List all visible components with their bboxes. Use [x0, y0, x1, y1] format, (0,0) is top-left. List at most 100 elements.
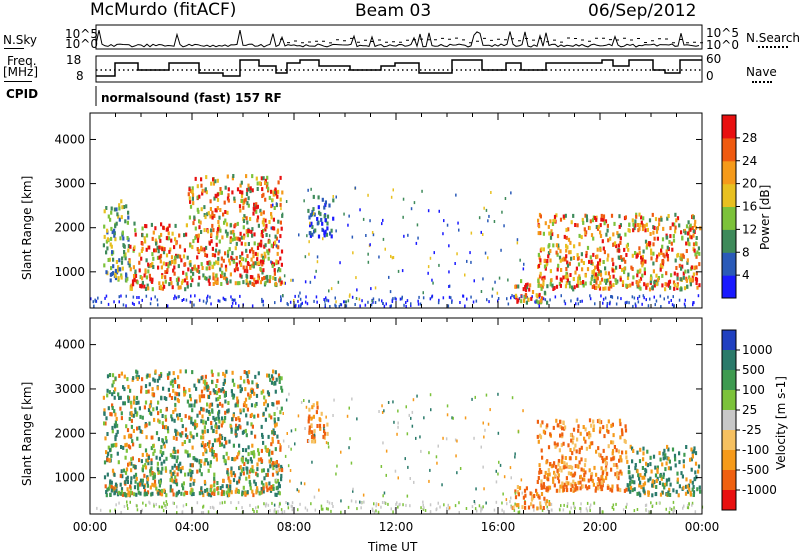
data-cell — [242, 219, 246, 223]
y-tick-label: 4000 — [54, 132, 85, 146]
colorbar-tick-label: 4 — [742, 268, 750, 282]
data-cell — [204, 379, 207, 384]
data-cell — [159, 409, 162, 414]
data-cell — [566, 245, 569, 250]
data-cell — [429, 510, 432, 514]
data-cell — [605, 424, 609, 429]
data-cell — [134, 228, 137, 233]
data-cell — [283, 274, 286, 278]
data-cell — [257, 457, 260, 462]
data-cell — [458, 511, 460, 514]
data-cell — [246, 460, 249, 465]
data-cell — [571, 285, 574, 290]
velocity-ylabel: Slant Range [km] — [20, 381, 34, 486]
nsearch-trace — [280, 37, 703, 44]
data-cell — [222, 296, 225, 300]
data-cell — [625, 244, 628, 249]
data-cell — [208, 412, 211, 416]
data-cell — [106, 393, 109, 398]
data-cell — [423, 506, 425, 510]
data-cell — [282, 412, 284, 415]
data-cell — [92, 300, 94, 304]
data-cell — [520, 299, 523, 304]
data-cell — [217, 491, 220, 496]
data-cell — [262, 176, 265, 181]
data-cell — [201, 414, 204, 419]
data-cell — [542, 278, 545, 283]
data-cell — [606, 257, 609, 262]
data-cell — [589, 506, 591, 510]
data-cell — [292, 278, 294, 282]
data-cell — [230, 501, 232, 505]
data-cell — [632, 275, 635, 280]
data-cell — [188, 215, 191, 220]
data-cell — [130, 283, 133, 288]
data-cell — [156, 386, 159, 391]
data-cell — [231, 301, 234, 305]
data-cell — [237, 479, 241, 484]
data-cell — [316, 424, 319, 428]
data-cell — [380, 505, 382, 509]
data-cell — [263, 502, 265, 506]
data-cell — [539, 298, 542, 303]
data-cell — [390, 254, 392, 258]
data-cell — [638, 226, 641, 231]
data-cell — [682, 275, 685, 280]
data-cell — [634, 219, 637, 224]
data-cell — [189, 204, 193, 209]
data-cell — [213, 276, 216, 281]
data-cell — [209, 214, 212, 219]
data-cell — [140, 459, 143, 464]
data-cell — [256, 510, 258, 513]
data-cell — [219, 435, 222, 440]
data-cell — [245, 413, 248, 418]
data-cell — [156, 461, 159, 466]
data-cell — [262, 389, 265, 394]
data-cell — [152, 476, 155, 481]
data-cell — [435, 455, 438, 459]
data-cell — [266, 274, 269, 279]
data-cell — [683, 504, 685, 508]
data-cell — [566, 278, 569, 283]
data-cell — [616, 231, 619, 236]
data-cell — [306, 302, 309, 306]
data-cell — [617, 487, 620, 492]
data-cell — [311, 460, 313, 464]
data-cell — [653, 280, 656, 285]
data-cell — [601, 510, 604, 514]
data-cell — [439, 505, 441, 509]
data-cell — [632, 228, 635, 233]
data-cell — [576, 253, 579, 258]
data-cell — [107, 445, 110, 450]
data-cell — [620, 428, 624, 433]
data-cell — [188, 388, 191, 393]
data-cell — [180, 418, 183, 422]
data-cell — [151, 287, 154, 292]
data-cell — [584, 231, 587, 236]
data-cell — [176, 254, 179, 259]
data-cell — [676, 477, 679, 482]
noise-left-tick-low: 10^0 — [65, 37, 98, 51]
data-cell — [586, 509, 589, 513]
data-cell — [244, 448, 248, 453]
colorbar-segment — [722, 137, 736, 162]
data-cell — [589, 297, 592, 301]
data-cell — [599, 426, 602, 431]
data-cell — [215, 235, 218, 240]
colorbar-segment — [722, 252, 736, 276]
data-cell — [172, 479, 175, 484]
data-cell — [320, 507, 323, 511]
data-cell — [117, 460, 120, 465]
data-cell — [631, 281, 634, 286]
data-cell — [182, 270, 185, 275]
data-cell — [584, 484, 587, 489]
data-cell — [278, 504, 280, 508]
data-cell — [565, 462, 568, 467]
data-cell — [104, 296, 106, 300]
data-cell — [491, 294, 493, 298]
data-cell — [148, 245, 151, 250]
data-cell — [638, 459, 642, 464]
data-cell — [173, 377, 176, 382]
data-cell — [230, 389, 233, 394]
data-cell — [228, 258, 231, 263]
